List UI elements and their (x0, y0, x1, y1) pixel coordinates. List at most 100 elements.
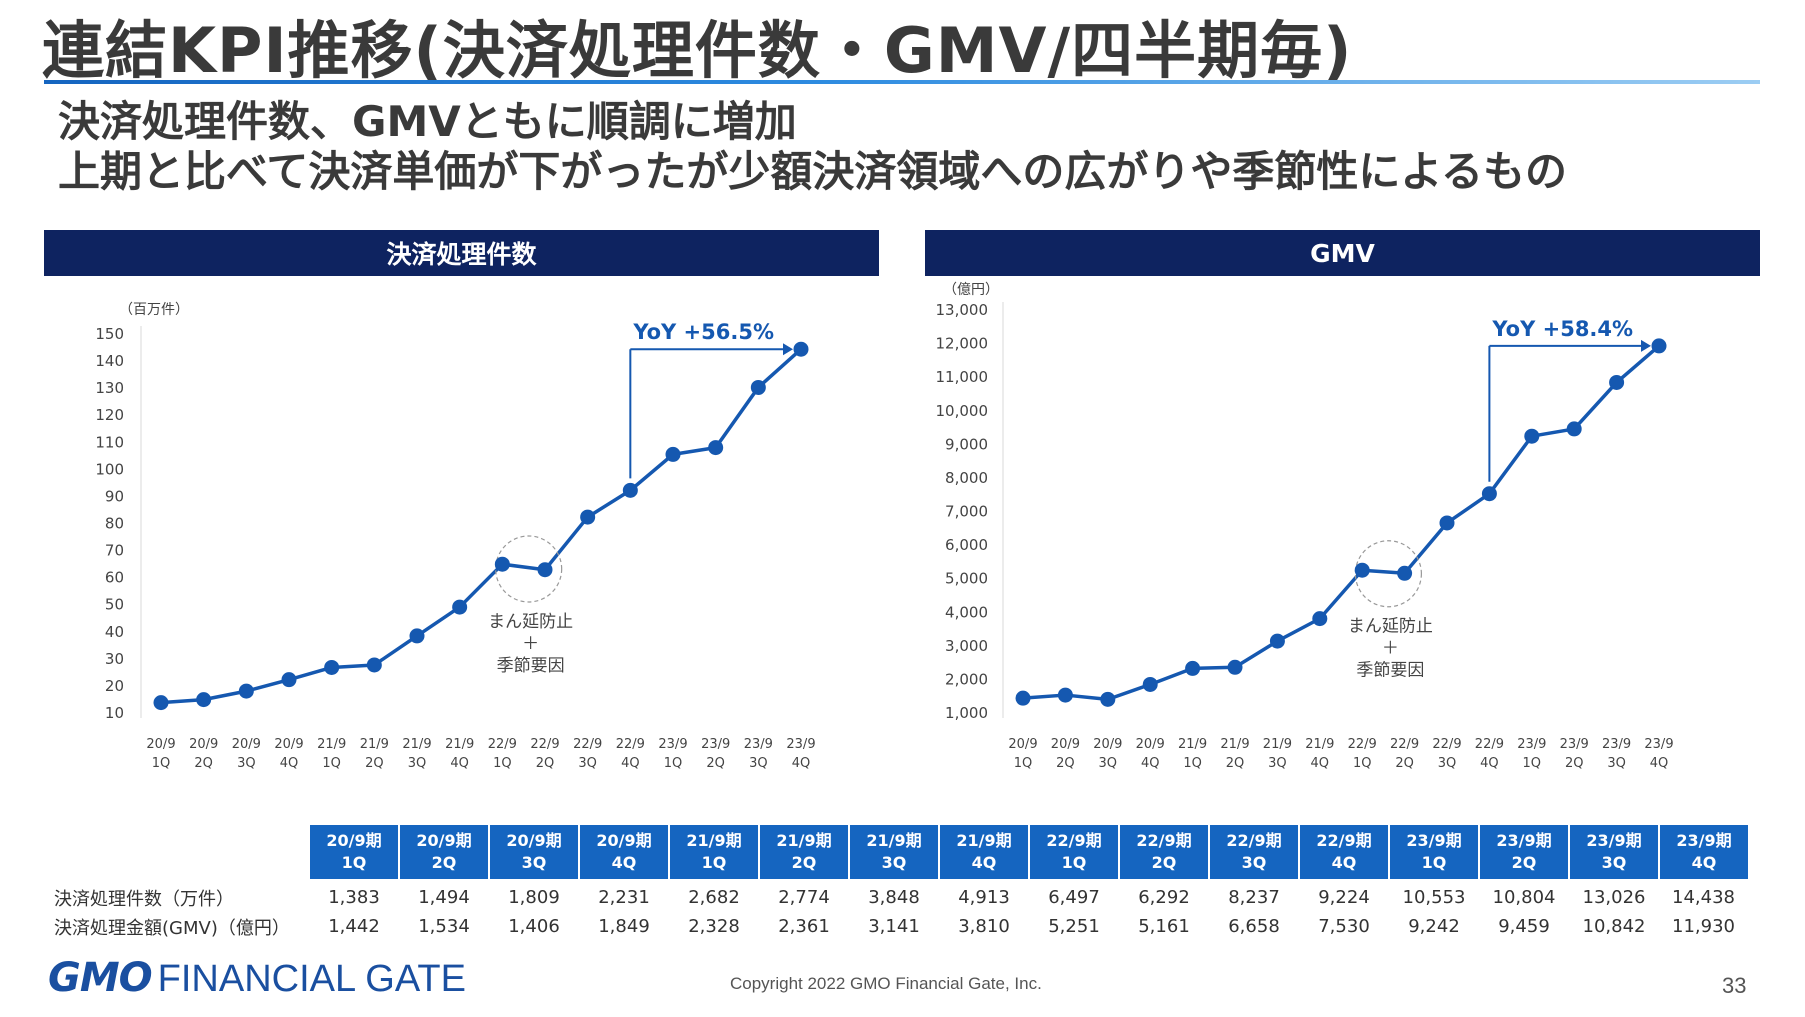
table-cell: 6,497 (1048, 887, 1100, 908)
gmv-line-chart: （億円） 13,000 12,000 11,000 10,000 9,000 8,000 7,… (936, 282, 1674, 771)
y-tick-label: 11,000 (936, 368, 989, 386)
company-logo: GMO FINANCIAL GATE (48, 955, 466, 1001)
x-tick-label: 2Q (1395, 756, 1414, 771)
x-tick-label: 4Q (1650, 756, 1669, 771)
kpi-table-column-header: 23/9期 3Q (1568, 825, 1659, 879)
column-header-fiscal-year: 23/9期 (1676, 831, 1732, 850)
data-point (1100, 691, 1116, 707)
x-tick-label: 2Q (536, 756, 555, 771)
kpi-table-column-header: 22/9期 4Q (1298, 825, 1389, 879)
y-tick-label: 90 (105, 487, 124, 505)
table-cell: 2,328 (688, 916, 740, 937)
y-tick-label: 10,000 (936, 402, 989, 420)
x-tick-label: 3Q (237, 756, 256, 771)
annotation-note-line: 季節要因 (1356, 661, 1424, 681)
y-tick-label: 60 (105, 569, 124, 587)
x-tick-label: 3Q (1607, 756, 1626, 771)
data-point (708, 440, 724, 456)
y-tick-label: 7,000 (945, 503, 988, 521)
table-cell: 11,930 (1672, 916, 1735, 937)
data-point (1142, 676, 1158, 692)
x-tick-label: 3Q (578, 756, 597, 771)
column-header-fiscal-year: 20/9期 (596, 831, 652, 850)
column-header-quarter: 4Q (611, 853, 637, 872)
table-cell: 8,237 (1228, 887, 1280, 908)
table-cell: 5,161 (1138, 916, 1190, 937)
x-tick-label: 20/9 (1008, 737, 1037, 752)
table-cell: 10,553 (1402, 887, 1466, 908)
kpi-table-column-header: 22/9期 3Q (1208, 825, 1299, 879)
column-header-quarter: 4Q (1331, 853, 1357, 872)
data-point (1015, 690, 1031, 706)
y-tick-label: 80 (105, 515, 124, 533)
x-tick-label: 23/9 (786, 737, 815, 752)
column-header-quarter: 2Q (1511, 853, 1537, 872)
kpi-table-column-header: 22/9期 1Q (1028, 825, 1119, 879)
x-tick-label: 22/9 (1348, 737, 1377, 752)
y-tick-label: 70 (105, 542, 124, 560)
x-tick-label: 23/9 (1602, 737, 1631, 752)
y-tick-label: 3,000 (945, 637, 988, 655)
column-header-fiscal-year: 20/9期 (506, 831, 562, 850)
x-tick-label: 20/9 (1093, 737, 1122, 752)
x-tick-label: 22/9 (1390, 737, 1419, 752)
x-tick-label: 21/9 (1178, 737, 1207, 752)
kpi-table-column-header: 21/9期 2Q (758, 825, 849, 879)
column-header-quarter: 2Q (431, 853, 457, 872)
transactions-line-chart: （百万件） 150 140 130 120 110 100 90 80 70 60 50 40 30 20 1… (95, 302, 815, 771)
table-cell: 10,842 (1582, 916, 1646, 937)
column-header-quarter: 3Q (881, 853, 907, 872)
page-number: 33 (1722, 973, 1747, 998)
x-tick-label: 21/9 (445, 737, 474, 752)
data-point (1057, 687, 1073, 703)
data-point (1651, 338, 1667, 354)
data-point (366, 657, 382, 673)
y-tick-label: 6,000 (945, 536, 988, 554)
y-tick-label: 9,000 (945, 435, 988, 453)
column-header-fiscal-year: 22/9期 (1046, 831, 1102, 850)
data-point (537, 562, 553, 578)
x-tick-label: 23/9 (701, 737, 730, 752)
kpi-table-column-header: 20/9期 4Q (578, 825, 669, 879)
y-tick-label: 10 (105, 704, 124, 722)
x-tick-label: 4Q (280, 756, 299, 771)
y-tick-label: 30 (105, 650, 124, 668)
yoy-label: YoY +58.4% (1491, 317, 1633, 341)
data-point (1312, 611, 1328, 627)
column-header-quarter: 2Q (791, 853, 817, 872)
y-tick-label: 1,000 (945, 704, 988, 722)
x-tick-label: 21/9 (1263, 737, 1292, 752)
panel-header-gmv: GMV (925, 230, 1760, 276)
column-header-quarter: 1Q (341, 853, 367, 872)
row-label: 決済処理金額(GMV)（億円） (54, 917, 290, 939)
subtitle-line-1: 決済処理件数、GMVともに順調に増加 (58, 97, 797, 146)
x-tick-label: 23/9 (1517, 737, 1546, 752)
annotation-note-line: まん延防止 (488, 612, 573, 632)
table-cell: 3,810 (958, 916, 1010, 937)
kpi-table-column-header: 23/9期 2Q (1478, 825, 1569, 879)
series-line (1022, 344, 1661, 702)
x-tick-label: 21/9 (1305, 737, 1334, 752)
kpi-table-header-row: 20/9期 1Q 20/9期 2Q 20/9期 3Q 20/9期 4Q 21/9期 1Q 21/9期… (48, 825, 1748, 879)
data-point (580, 509, 596, 525)
title-rule (44, 80, 1760, 84)
x-tick-label: 22/9 (616, 737, 645, 752)
annotation-note-line: ＋ (1382, 639, 1399, 659)
column-header-quarter: 3Q (521, 853, 547, 872)
y-tick-label: 2,000 (945, 670, 988, 688)
column-header-fiscal-year: 21/9期 (776, 831, 832, 850)
data-point (793, 341, 809, 357)
table-cell: 14,438 (1672, 887, 1735, 908)
slide-title: 連結KPI推移(決済処理件数・GMV/四半期毎) (42, 14, 1353, 87)
table-cell: 1,442 (328, 916, 380, 937)
logo-wordmark: FINANCIAL GATE (157, 958, 466, 1000)
y-axis-unit-label: （億円） (943, 282, 999, 298)
x-tick-label: 1Q (493, 756, 512, 771)
x-tick-label: 3Q (408, 756, 427, 771)
table-cell: 1,406 (508, 916, 560, 937)
y-axis-unit-label: （百万件） (119, 302, 189, 318)
column-header-quarter: 3Q (1241, 853, 1267, 872)
column-header-quarter: 2Q (1151, 853, 1177, 872)
subtitle-line-2: 上期と比べて決済単価が下がったが少額決済領域への広がりや季節性によるもの (58, 147, 1568, 196)
table-cell: 9,459 (1498, 916, 1550, 937)
